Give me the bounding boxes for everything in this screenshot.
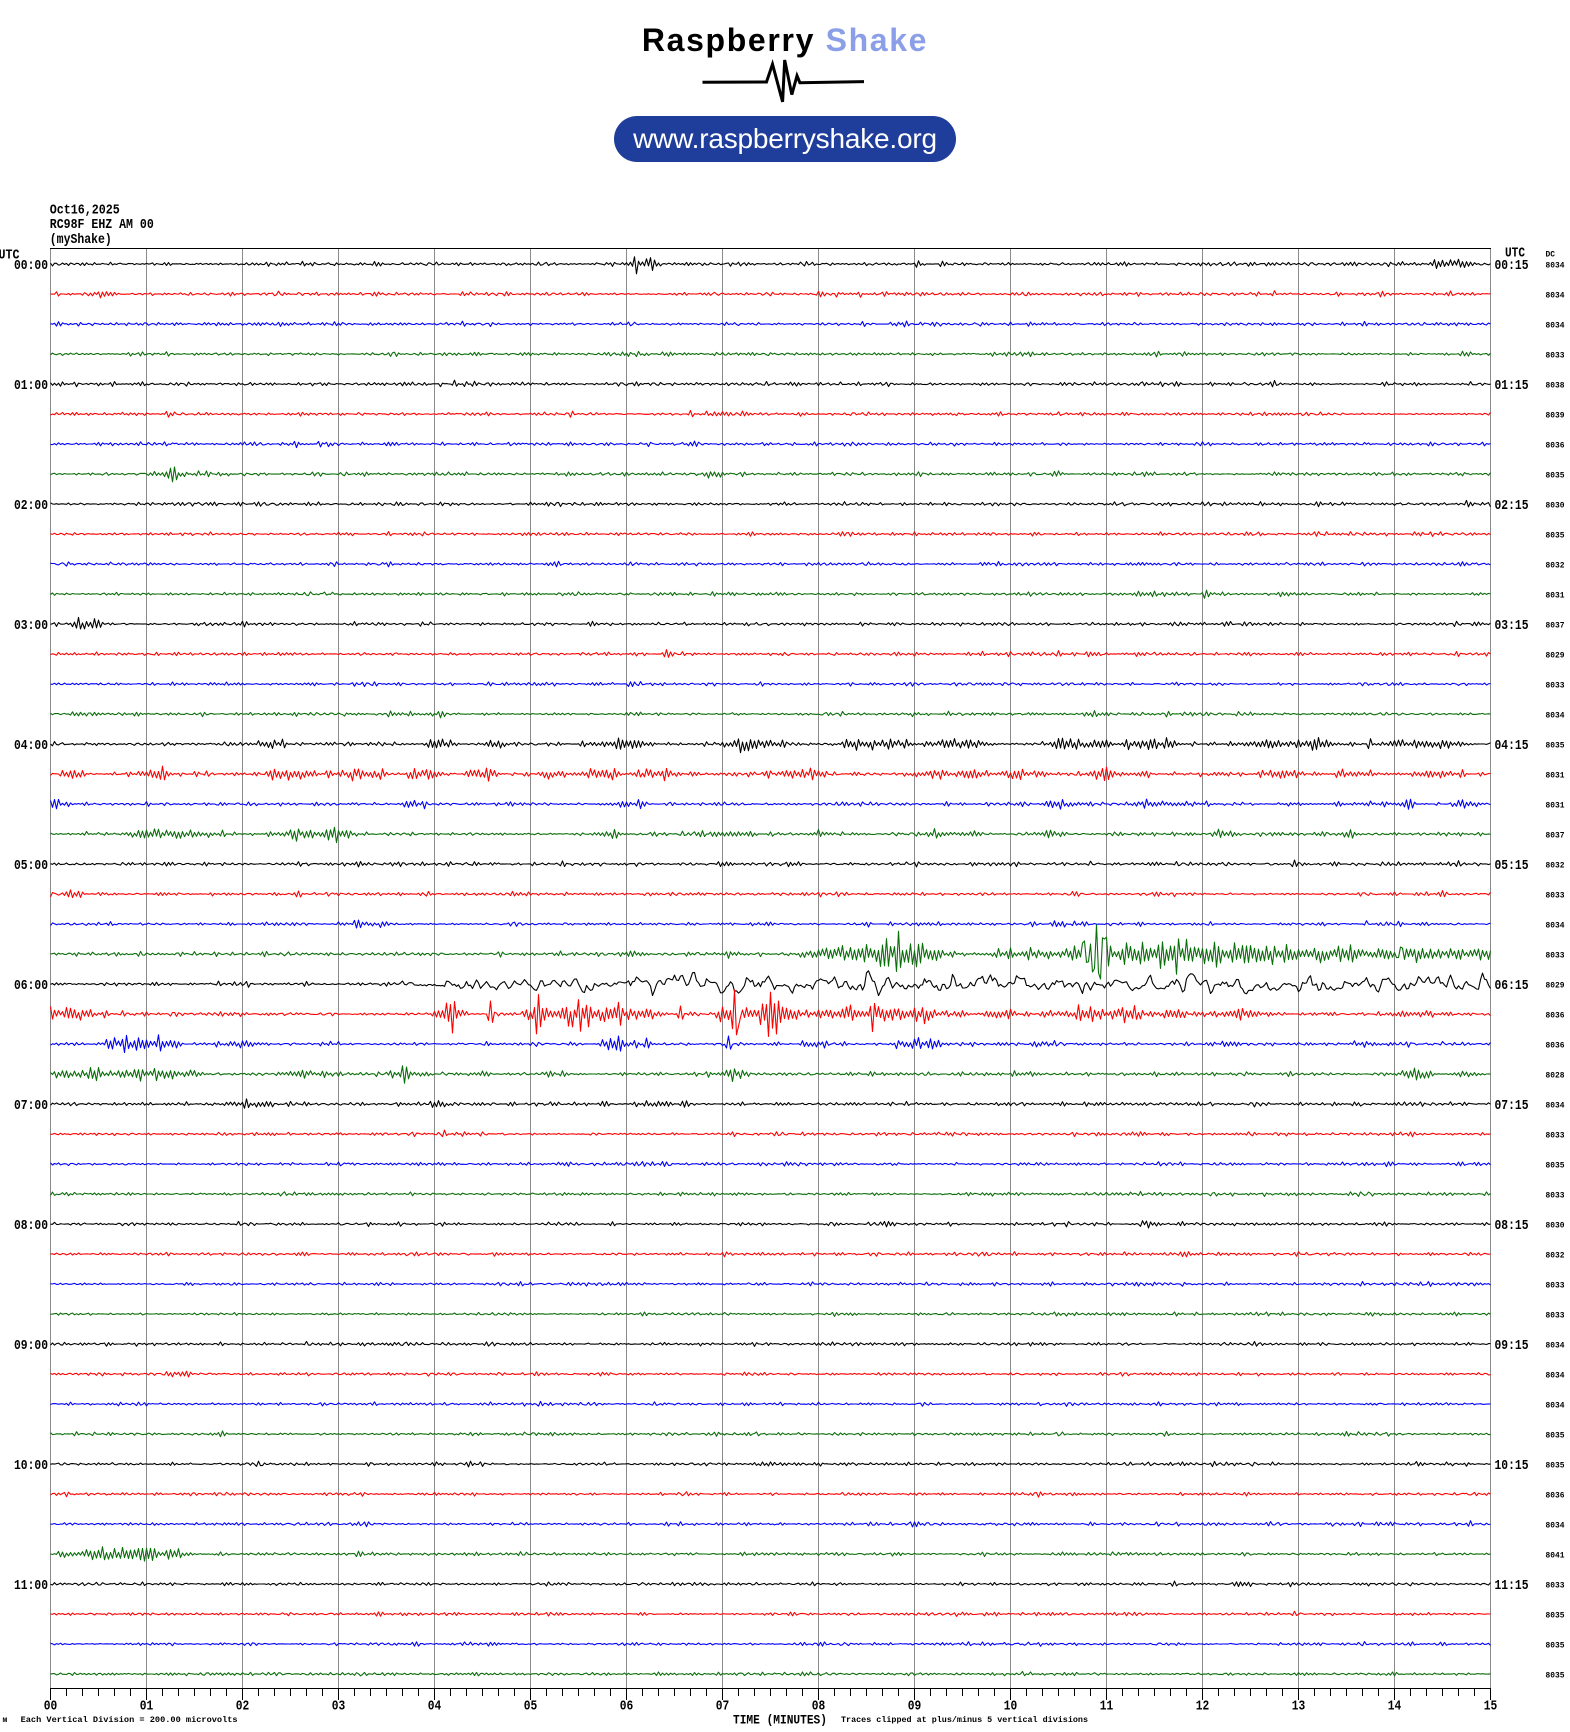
svg-text:08:00: 08:00	[14, 1218, 48, 1234]
svg-text:11: 11	[1100, 1698, 1114, 1714]
svg-text:м: м	[3, 1716, 8, 1725]
svg-text:8038: 8038	[1546, 381, 1565, 390]
svg-text:8029: 8029	[1546, 981, 1565, 990]
svg-text:8033: 8033	[1546, 351, 1565, 360]
svg-text:8035: 8035	[1546, 1641, 1565, 1650]
svg-text:UTC: UTC	[0, 248, 20, 264]
svg-text:08: 08	[812, 1698, 826, 1714]
svg-text:13: 13	[1292, 1698, 1306, 1714]
svg-text:09:00: 09:00	[14, 1338, 48, 1354]
svg-text:RC98F EHZ AM 00: RC98F EHZ AM 00	[50, 217, 154, 233]
svg-text:8033: 8033	[1546, 681, 1565, 690]
svg-text:8034: 8034	[1546, 921, 1565, 930]
svg-text:8033: 8033	[1546, 891, 1565, 900]
svg-text:15: 15	[1484, 1698, 1498, 1714]
svg-text:TIME (MINUTES): TIME (MINUTES)	[733, 1714, 827, 1728]
svg-text:8035: 8035	[1546, 471, 1565, 480]
svg-text:07:00: 07:00	[14, 1098, 48, 1114]
svg-text:8033: 8033	[1546, 1281, 1565, 1290]
svg-text:09:15: 09:15	[1495, 1338, 1529, 1354]
svg-text:8029: 8029	[1546, 651, 1565, 660]
svg-text:02:00: 02:00	[14, 498, 48, 514]
svg-text:03: 03	[332, 1698, 346, 1714]
svg-text:11:00: 11:00	[14, 1578, 48, 1594]
svg-text:Traces clipped at plus/minus 5: Traces clipped at plus/minus 5 vertical …	[841, 1715, 1088, 1725]
svg-text:8034: 8034	[1546, 1371, 1565, 1380]
svg-text:14: 14	[1388, 1698, 1402, 1714]
svg-text:8033: 8033	[1546, 1311, 1565, 1320]
svg-text:07: 07	[716, 1698, 730, 1714]
svg-text:8034: 8034	[1546, 1521, 1565, 1530]
svg-text:8033: 8033	[1546, 951, 1565, 960]
svg-text:04:00: 04:00	[14, 738, 48, 754]
svg-text:05: 05	[524, 1698, 538, 1714]
svg-text:02:15: 02:15	[1495, 498, 1529, 514]
svg-text:8035: 8035	[1546, 1431, 1565, 1440]
svg-text:DC: DC	[1546, 251, 1556, 260]
svg-text:8035: 8035	[1546, 531, 1565, 540]
svg-text:10:15: 10:15	[1495, 1458, 1529, 1474]
svg-text:8034: 8034	[1546, 321, 1565, 330]
svg-text:00: 00	[44, 1698, 58, 1714]
svg-text:(myShake): (myShake)	[50, 232, 112, 248]
svg-text:8035: 8035	[1546, 1161, 1565, 1170]
svg-text:8030: 8030	[1546, 501, 1565, 510]
svg-text:8032: 8032	[1546, 861, 1565, 870]
svg-text:06: 06	[620, 1698, 634, 1714]
svg-text:8037: 8037	[1546, 831, 1565, 840]
svg-text:00:00: 00:00	[14, 258, 48, 274]
svg-text:08:15: 08:15	[1495, 1218, 1529, 1234]
svg-text:05:00: 05:00	[14, 858, 48, 874]
svg-text:8034: 8034	[1546, 1101, 1565, 1110]
svg-text:01: 01	[140, 1698, 154, 1714]
svg-text:Oct16,2025: Oct16,2025	[50, 203, 120, 219]
svg-text:8034: 8034	[1546, 711, 1565, 720]
svg-text:02: 02	[236, 1698, 250, 1714]
svg-text:8039: 8039	[1546, 411, 1565, 420]
svg-text:8034: 8034	[1546, 291, 1565, 300]
svg-text:8034: 8034	[1546, 1401, 1565, 1410]
svg-text:00:15: 00:15	[1495, 258, 1529, 274]
svg-text:05:15: 05:15	[1495, 858, 1529, 874]
svg-text:8036: 8036	[1546, 1491, 1565, 1500]
svg-text:09: 09	[908, 1698, 922, 1714]
svg-text:10: 10	[1004, 1698, 1018, 1714]
svg-text:8031: 8031	[1546, 771, 1565, 780]
svg-text:01:00: 01:00	[14, 378, 48, 394]
svg-text:8032: 8032	[1546, 1251, 1565, 1260]
svg-text:Each Vertical Division = 200.: Each Vertical Division = 200.00 microvol…	[21, 1715, 238, 1725]
svg-text:8033: 8033	[1546, 1581, 1565, 1590]
svg-text:8037: 8037	[1546, 621, 1565, 630]
svg-text:8031: 8031	[1546, 801, 1565, 810]
svg-text:UTC: UTC	[1505, 246, 1525, 262]
svg-text:8033: 8033	[1546, 1191, 1565, 1200]
svg-text:8035: 8035	[1546, 1461, 1565, 1470]
svg-text:11:15: 11:15	[1495, 1578, 1529, 1594]
svg-text:07:15: 07:15	[1495, 1098, 1529, 1114]
svg-text:8034: 8034	[1546, 261, 1565, 270]
svg-text:06:00: 06:00	[14, 978, 48, 994]
svg-text:06:15: 06:15	[1495, 978, 1529, 994]
svg-text:01:15: 01:15	[1495, 378, 1529, 394]
svg-text:8035: 8035	[1546, 1611, 1565, 1620]
svg-text:8035: 8035	[1546, 1671, 1565, 1680]
svg-text:8028: 8028	[1546, 1071, 1565, 1080]
svg-text:04:15: 04:15	[1495, 738, 1529, 754]
svg-text:8036: 8036	[1546, 441, 1565, 450]
svg-text:8036: 8036	[1546, 1011, 1565, 1020]
svg-text:8033: 8033	[1546, 1131, 1565, 1140]
svg-text:8030: 8030	[1546, 1221, 1565, 1230]
svg-text:8034: 8034	[1546, 1341, 1565, 1350]
svg-text:04: 04	[428, 1698, 442, 1714]
svg-text:03:15: 03:15	[1495, 618, 1529, 634]
svg-text:03:00: 03:00	[14, 618, 48, 634]
svg-text:8032: 8032	[1546, 561, 1565, 570]
svg-text:8036: 8036	[1546, 1041, 1565, 1050]
svg-text:8035: 8035	[1546, 741, 1565, 750]
svg-text:10:00: 10:00	[14, 1458, 48, 1474]
svg-text:8041: 8041	[1546, 1551, 1565, 1560]
svg-text:12: 12	[1196, 1698, 1210, 1714]
svg-text:8031: 8031	[1546, 591, 1565, 600]
